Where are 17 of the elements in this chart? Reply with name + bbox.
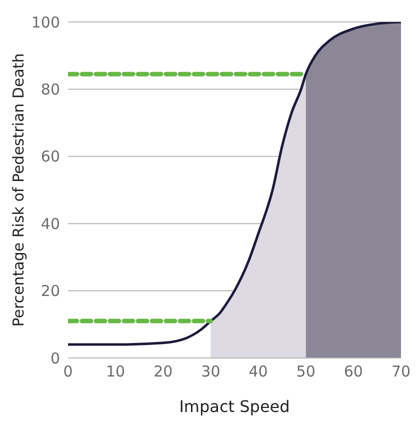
x-tick-label: 10 [106, 362, 126, 381]
x-tick-label: 30 [201, 362, 220, 381]
x-tick-label: 0 [63, 362, 73, 381]
x-tick-label: 20 [154, 362, 173, 381]
y-tick-label: 40 [40, 214, 60, 233]
x-axis-title: Impact Speed [179, 397, 290, 416]
x-tick-label: 40 [248, 362, 268, 381]
y-tick-label: 80 [40, 80, 60, 99]
y-tick-label: 0 [50, 349, 60, 368]
y-tick-label: 60 [40, 148, 60, 166]
y-tick-label: 100 [31, 13, 60, 32]
x-tick-label: 50 [296, 362, 316, 381]
y-axis-title: Percentage Risk of Pedestrian Death [9, 53, 28, 327]
x-tick-label: 60 [344, 362, 363, 381]
y-tick-label: 20 [40, 282, 60, 300]
x-tick-label: 70 [391, 362, 411, 381]
line-series [68, 22, 401, 346]
